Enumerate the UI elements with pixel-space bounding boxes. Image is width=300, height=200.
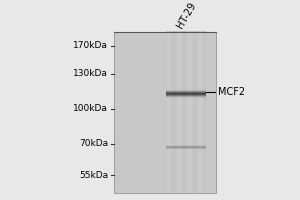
Text: 100kDa: 100kDa: [73, 104, 108, 113]
Text: HT-29: HT-29: [175, 1, 197, 30]
Bar: [167, 32, 206, 193]
Bar: [114, 32, 216, 193]
Text: 130kDa: 130kDa: [73, 69, 108, 78]
Text: 55kDa: 55kDa: [79, 171, 108, 180]
Text: 170kDa: 170kDa: [73, 41, 108, 50]
Text: MCF2: MCF2: [218, 87, 244, 97]
Text: 70kDa: 70kDa: [79, 139, 108, 148]
